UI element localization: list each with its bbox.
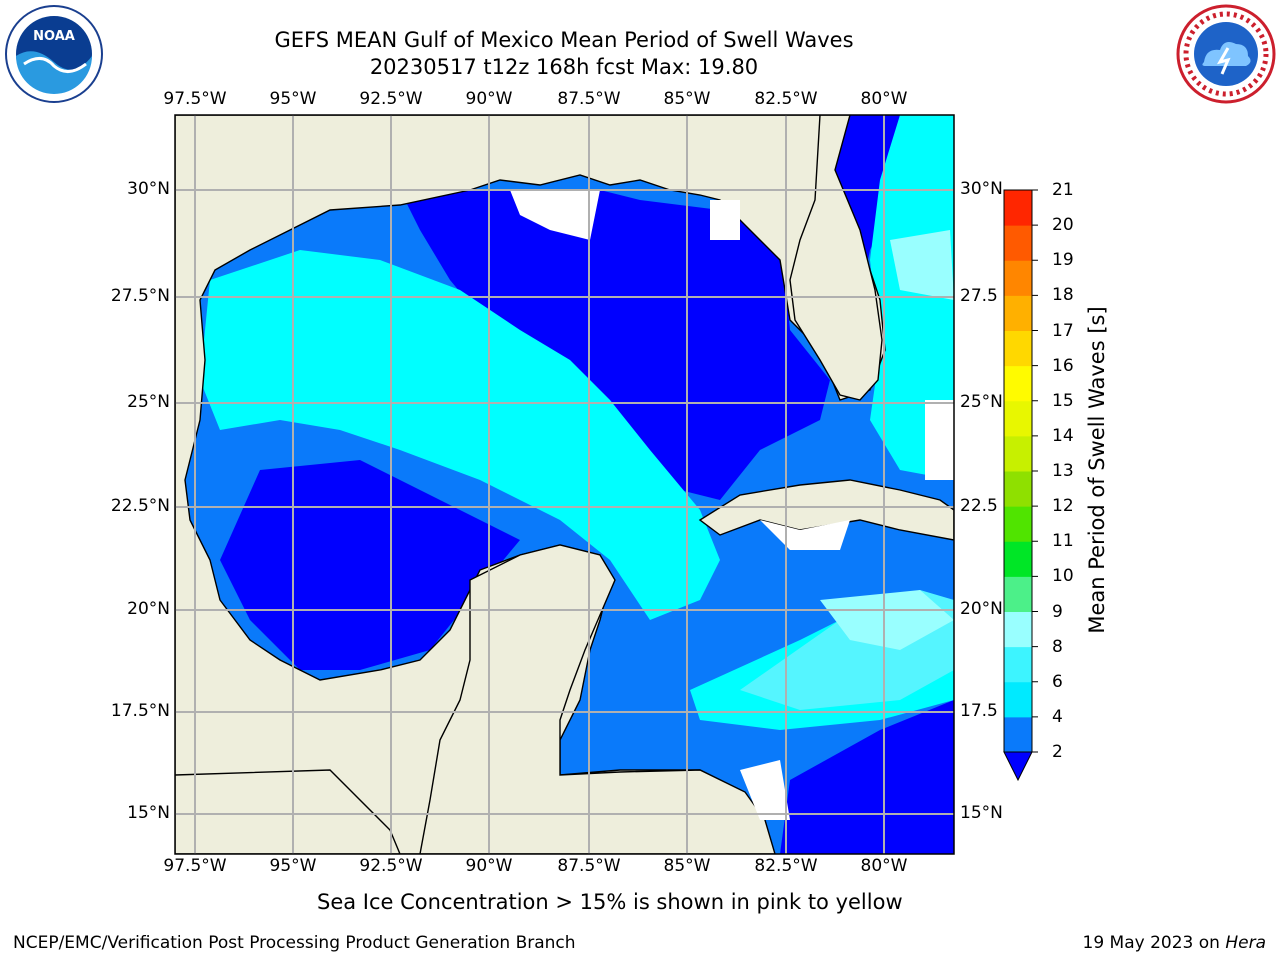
lon-label-top: 87.5°W: [557, 89, 621, 109]
lon-label-top: 97.5°W: [163, 89, 227, 109]
lat-label-right: 17.5: [960, 701, 998, 721]
no-data-areas: [510, 190, 954, 820]
colorbar-band: [1004, 471, 1032, 507]
contour-8to9-caribbean: [820, 590, 954, 650]
lon-label-top: 82.5°W: [754, 89, 818, 109]
map-frame: [174, 114, 955, 855]
colorbar-level-label: 14: [1052, 425, 1074, 446]
colorbar-band: [1004, 681, 1032, 718]
colorbar-level-label: 8: [1052, 636, 1063, 657]
colorbar-band: [1004, 330, 1032, 367]
colorbar-level-label: 17: [1052, 320, 1074, 341]
colorbar-band: [1004, 611, 1032, 648]
lon-label-bottom: 80°W: [860, 856, 908, 876]
colorbar-level-label: 2: [1052, 742, 1063, 762]
colorbar-level-label: 9: [1052, 601, 1063, 622]
footer-date-text: 19 May 2023 on: [1082, 933, 1226, 953]
lat-label-right: 30°N: [960, 179, 1003, 199]
svg-text:NOAA: NOAA: [33, 29, 75, 44]
nws-logo: [1176, 4, 1276, 104]
lon-label-bottom: 85°W: [663, 856, 711, 876]
colorbar-title: Mean Period of Swell Waves [s]: [1085, 306, 1109, 634]
colorbar-band: [1004, 646, 1032, 683]
colorbar-band: [1004, 190, 1032, 226]
colorbar-level-label: 18: [1052, 285, 1074, 306]
lon-label-top: 95°W: [269, 89, 317, 109]
contour-lt2-caribbean: [780, 700, 954, 854]
lon-label-top: 85°W: [663, 89, 711, 109]
lon-label-top: 80°W: [860, 89, 908, 109]
lon-label-bottom: 95°W: [269, 856, 317, 876]
lat-label-right: 27.5: [960, 286, 998, 306]
colorbar: [1003, 189, 1038, 782]
lat-label-left: 20°N: [127, 599, 170, 619]
lat-label-left: 27.5°N: [110, 286, 170, 306]
colorbar-band: [1004, 365, 1032, 402]
lon-label-bottom: 87.5°W: [557, 856, 621, 876]
colorbar-band: [1004, 541, 1032, 577]
footer-machine: Hera: [1225, 933, 1266, 953]
colorbar-level-label: 15: [1052, 390, 1074, 411]
colorbar-level-label: 20: [1052, 215, 1074, 236]
colorbar-level-label: 13: [1052, 461, 1074, 481]
lat-label-right: 20°N: [960, 599, 1003, 619]
noaa-logo: NOAA: [5, 5, 103, 103]
colorbar-level-label: 6: [1052, 671, 1063, 692]
lon-label-bottom: 90°W: [465, 856, 513, 876]
map-title: GEFS MEAN Gulf of Mexico Mean Period of …: [274, 28, 854, 52]
sea-ice-note: Sea Ice Concentration > 15% is shown in …: [317, 890, 903, 914]
lat-label-right: 22.5: [960, 496, 998, 516]
lon-label-top: 92.5°W: [359, 89, 423, 109]
colorbar-band: [1004, 400, 1032, 437]
colorbar-band: [1004, 435, 1032, 472]
colorbar-band: [1004, 295, 1032, 331]
colorbar-level-label: 16: [1052, 355, 1074, 376]
lat-label-left: 25°N: [127, 392, 170, 412]
colorbar-level-label: 12: [1052, 496, 1074, 517]
colorbar-band: [1004, 576, 1032, 612]
graticule: [175, 115, 954, 854]
colorbar-band: [1004, 506, 1032, 542]
map-area: [175, 115, 954, 854]
lat-label-right: 15°N: [960, 803, 1003, 823]
lat-label-left: 22.5°N: [110, 496, 170, 516]
lon-label-bottom: 82.5°W: [754, 856, 818, 876]
colorbar-level-label: 10: [1052, 566, 1074, 587]
contour-lt2-central: [400, 190, 830, 500]
colorbar-band: [1004, 716, 1032, 753]
footer-producer: NCEP/EMC/Verification Post Processing Pr…: [13, 933, 576, 953]
lon-label-bottom: 92.5°W: [359, 856, 423, 876]
lon-label-top: 90°W: [465, 89, 513, 109]
colorbar-level-label: 11: [1052, 531, 1074, 552]
footer-date: 19 May 2023 on Hera: [1083, 933, 1267, 953]
lat-label-left: 15°N: [127, 803, 170, 823]
colorbar-level-label: 21: [1052, 180, 1074, 200]
colorbar-band: [1004, 260, 1032, 296]
colorbar-level-label: 19: [1052, 250, 1074, 271]
lat-label-left: 17.5°N: [110, 701, 170, 721]
lat-label-left: 30°N: [127, 179, 170, 199]
colorbar-under-arrow: [1003, 751, 1033, 782]
map-subtitle: 20230517 t12z 168h fcst Max: 19.80: [369, 55, 759, 79]
lat-label-right: 25°N: [960, 392, 1003, 412]
lon-label-bottom: 97.5°W: [163, 856, 227, 876]
colorbar-band: [1004, 225, 1032, 261]
colorbar-level-label: 4: [1052, 706, 1063, 727]
contour-8to9-atlantic: [890, 230, 954, 300]
contour-lt2-southwest: [220, 460, 520, 670]
